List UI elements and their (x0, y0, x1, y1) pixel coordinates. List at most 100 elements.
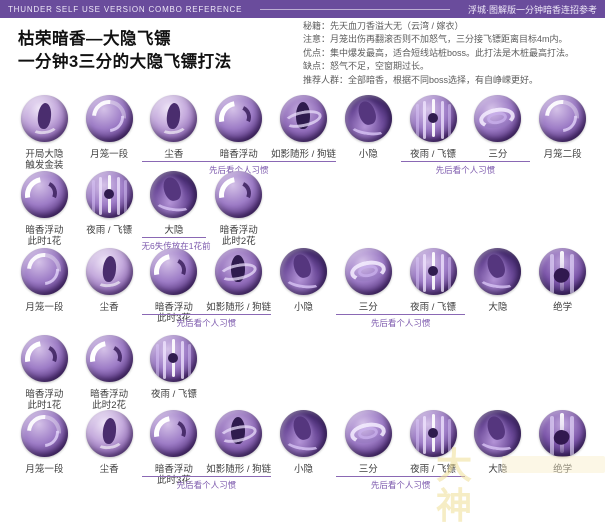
skill-cell: 三分 (336, 248, 401, 324)
skill-cell: 如影随形 / 狗链 (271, 95, 336, 171)
shadow-follow-icon (215, 410, 263, 457)
skill-cell: 大隐 (465, 248, 530, 324)
skill-cell: 暗香浮动 此时1花 (12, 171, 77, 247)
combo-row: 月笼一段 尘香 暗香浮动 此时3花 如影随形 / 狗链 小隐 三分 夜雨 / 飞镖 大隐 绝学先… (12, 410, 595, 490)
title-line2: 一分钟3三分的大隐飞镖打法 (18, 53, 232, 71)
skill-cell: 开局大隐 触发金装 (12, 95, 77, 171)
skill-cell: 暗香浮动 此时2花 (77, 335, 142, 411)
skill-label: 如影随形 / 狗链 (206, 464, 272, 475)
night-rain-dart-icon (409, 95, 457, 142)
skill-cell: 尘香 (142, 95, 207, 171)
skill-label: 暗香浮动 此时3花 (154, 464, 193, 486)
sequence-caption: 先后看个人习惯 (176, 318, 237, 328)
three-parts-icon (344, 410, 392, 457)
note-line: 注意：月笼出伤再翻滚否则不加怒气，三分接飞镖距离目标4m内。 (303, 34, 568, 45)
skill-cell: 暗香浮动 此时3花 (142, 248, 207, 324)
header-left-title: THUNDER SELF USE VERSION COMBO REFERENCE (8, 4, 243, 14)
skill-label: 小隐 (293, 302, 313, 313)
skill-cell: 月笼一段 (12, 410, 77, 486)
skill-label: 夜雨 / 飞镖 (86, 225, 133, 236)
small-hide-icon (279, 248, 327, 295)
skill-label: 暗香浮动 (219, 149, 258, 160)
skill-label: 尘香 (99, 464, 119, 475)
skill-cell: 如影随形 / 狗链 (206, 248, 271, 324)
sequence-caption: 先后看个人习惯 (176, 480, 237, 490)
skill-label: 暗香浮动 此时1花 (25, 389, 64, 411)
skill-cell: 夜雨 / 飞镖 (142, 335, 207, 411)
combo-row: 月笼一段 尘香 暗香浮动 此时3花 如影随形 / 狗链 小隐 三分 夜雨 / 飞镖 大隐 绝学先… (12, 248, 595, 328)
title-line1: 枯荣暗香—大隐飞镖 (18, 30, 171, 48)
ultimate-icon (539, 410, 587, 457)
sequence-underline: 先后看个人习惯 (141, 161, 336, 176)
skill-cell: 绝学 (530, 410, 595, 486)
skill-cell: 暗香浮动 (206, 95, 271, 171)
skill-cell: 夜雨 / 飞镖 (401, 248, 466, 324)
skill-cell: 三分 (336, 410, 401, 486)
skill-label: 三分 (358, 464, 378, 475)
skill-cell: 夜雨 / 飞镖 (401, 410, 466, 486)
shadow-follow-icon (279, 95, 327, 142)
skill-label: 尘香 (99, 302, 119, 313)
dark-fragrance-float-icon (85, 335, 133, 382)
combo-row: 暗香浮动 此时1花 夜雨 / 飞镖 大隐 暗香浮动 此时2花 无6失传放在1花前 (12, 171, 595, 251)
skill-cell: 尘香 (77, 410, 142, 486)
skill-label: 大隐 (164, 225, 184, 236)
notes-block: 秘籍：先天血刀香溢大无（云湾 / 嫁衣） 注意：月笼出伤再翻滚否则不加怒气，三分接… (303, 20, 601, 87)
grand-hide-icon (150, 171, 198, 218)
header-right-title: 浮城·图解版一分钟暗香连招参考 (468, 4, 597, 15)
skill-label: 开局大隐 触发金装 (25, 149, 64, 171)
sequence-caption: 先后看个人习惯 (435, 165, 496, 175)
night-rain-dart-icon (150, 335, 198, 382)
moon-cage-1-icon (20, 410, 68, 457)
small-hide-icon (344, 95, 392, 142)
skill-cell: 大隐 (465, 410, 530, 486)
skill-cell: 小隐 (271, 410, 336, 486)
skill-cell: 大隐 (142, 171, 207, 247)
skill-cell: 暗香浮动 此时2花 (206, 171, 271, 247)
sequence-underline: 先后看个人习惯 (141, 476, 272, 491)
note-line: 优点：集中爆发最高，适合短线站桩boss。此打法是木桩最高打法。 (303, 47, 575, 58)
dust-fragrance-icon (85, 410, 133, 457)
skill-cell: 小隐 (336, 95, 401, 171)
skill-label: 月笼一段 (25, 302, 64, 313)
skill-label: 大隐 (488, 464, 508, 475)
sequence-caption: 无6失传放在1花前 (141, 241, 211, 251)
opening-grand-hide-icon (20, 95, 68, 142)
header-divider (260, 8, 450, 10)
small-hide-icon (279, 410, 327, 457)
skill-label: 夜雨 / 飞镖 (410, 149, 456, 160)
skill-label: 暗香浮动 此时1花 (25, 225, 64, 247)
dark-fragrance-float-icon (20, 335, 68, 382)
skill-cell: 夜雨 / 飞镖 (77, 171, 142, 247)
sequence-underline: 先后看个人习惯 (141, 314, 272, 329)
skill-label: 尘香 (164, 149, 184, 160)
note-line: 秘籍：先天血刀香溢大无（云湾 / 嫁衣） (303, 21, 464, 31)
skill-label: 大隐 (488, 302, 508, 313)
skill-label: 月笼二段 (543, 149, 582, 160)
skill-label: 如影随形 / 狗链 (206, 302, 272, 313)
skill-cell: 月笼二段 (530, 95, 595, 171)
moon-cage-2-icon (539, 95, 587, 142)
skill-label: 暗香浮动 此时2花 (219, 225, 258, 247)
skill-label: 暗香浮动 此时2花 (90, 389, 129, 411)
dark-fragrance-float-icon (215, 95, 263, 142)
page-title: 枯荣暗香—大隐飞镖 一分钟3三分的大隐飞镖打法 (18, 28, 232, 74)
skill-cell: 暗香浮动 此时1花 (12, 335, 77, 411)
sequence-underline: 先后看个人习惯 (335, 314, 466, 329)
night-rain-dart-icon (409, 248, 457, 295)
three-parts-icon (344, 248, 392, 295)
night-rain-dart-icon (409, 410, 457, 457)
dust-fragrance-icon (85, 248, 133, 295)
combo-row: 开局大隐 触发金装 月笼一段 尘香 暗香浮动 如影随形 / 狗链 小隐 夜雨 / 飞镖 三分 月… (12, 95, 595, 175)
three-parts-icon (474, 95, 522, 142)
skill-label: 小隐 (293, 464, 313, 475)
dark-fragrance-float-icon (150, 410, 198, 457)
skill-cell: 如影随形 / 狗链 (206, 410, 271, 486)
skill-label: 绝学 (553, 302, 573, 313)
skill-label: 暗香浮动 此时3花 (154, 302, 193, 324)
combo-row: 暗香浮动 此时1花 暗香浮动 此时2花 夜雨 / 飞镖 (12, 335, 595, 411)
note-line: 推荐人群：全部暗香，根据不同boss选择，有自峥嵘更好。 (303, 74, 539, 85)
moon-cage-1-icon (85, 95, 133, 142)
ultimate-icon (539, 248, 587, 295)
skill-label: 月笼一段 (25, 464, 64, 475)
